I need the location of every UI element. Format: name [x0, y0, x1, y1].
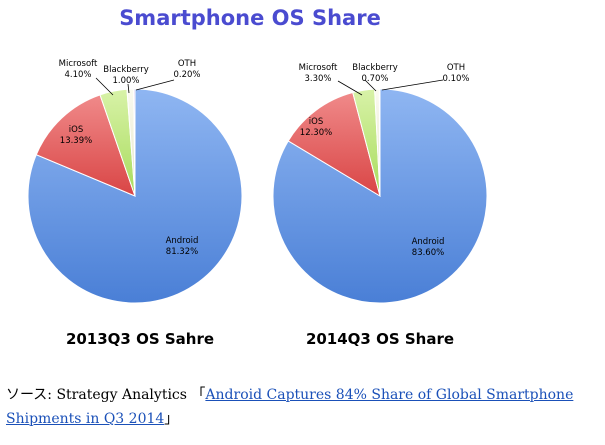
pie-1-value-ios: 12.30%: [300, 128, 332, 138]
chart-title: Smartphone OS Share: [119, 6, 381, 30]
pie-0-label-oth: OTH: [178, 59, 196, 69]
pie-1-label-microsoft: Microsoft: [299, 63, 338, 73]
pie-1-value-microsoft: 3.30%: [304, 74, 331, 84]
pie-0-value-android: 81.32%: [166, 247, 198, 257]
pie-1-slice-ios: [287, 91, 381, 198]
pie-1-value-blackberry: 0.70%: [361, 74, 388, 84]
pie-0-leader-oth: [135, 79, 175, 91]
pie-1-slice-oth: [378, 88, 381, 197]
pie-0-label-ios: iOS: [69, 125, 83, 135]
pie-0-value-oth: 0.20%: [173, 70, 200, 80]
pie-1-leader-oth: [381, 79, 444, 91]
pie-0-leader-microsoft: [95, 77, 114, 96]
pie-1-value-oth: 0.10%: [442, 74, 469, 84]
pie-0-slice-ios: [35, 94, 136, 197]
pie-0-label-microsoft: Microsoft: [59, 59, 98, 69]
source-note: ソース: Strategy Analytics 「Android Capture…: [6, 383, 601, 431]
pie-0-value-blackberry: 1.00%: [112, 76, 139, 86]
pie-0-label-blackberry: Blackberry: [103, 65, 149, 75]
pie-1-label-ios: iOS: [309, 117, 323, 127]
pie-2014q3-title: 2014Q3 OS Share: [305, 330, 455, 348]
pie-0-value-ios: 13.39%: [60, 136, 92, 146]
source-link[interactable]: Android Captures 84% Share of Global Sma…: [6, 387, 574, 427]
pie-0-slice-android: [27, 88, 243, 304]
source-suffix: 」: [164, 411, 179, 427]
pie-1-value-android: 83.60%: [412, 248, 444, 258]
pie-1-leader-blackberry: [364, 79, 377, 92]
pie-0-label-android: Android: [166, 236, 199, 246]
source-prefix: ソース: Strategy Analytics 「: [6, 387, 206, 403]
pie-1-leader-microsoft: [337, 80, 363, 96]
pie-0-slice-oth: [133, 88, 136, 197]
pie-1-slice-android: [272, 88, 488, 304]
pie-0-value-microsoft: 4.10%: [64, 70, 91, 80]
pie-2013q3-title: 2013Q3 OS Sahre: [65, 330, 215, 348]
pie-0-leader-blackberry: [127, 83, 130, 94]
pie-1-label-oth: OTH: [447, 63, 465, 73]
pie-1-label-blackberry: Blackberry: [352, 63, 398, 73]
pie-1-label-android: Android: [412, 237, 445, 247]
